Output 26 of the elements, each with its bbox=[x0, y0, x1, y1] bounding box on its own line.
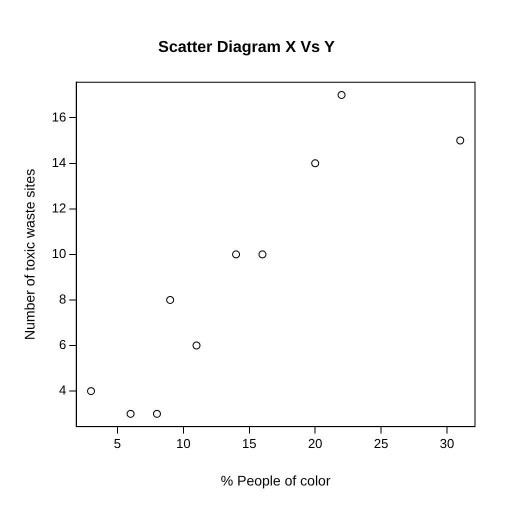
point bbox=[152, 410, 161, 418]
y-tick-label: 4 bbox=[59, 382, 66, 398]
point bbox=[258, 250, 266, 258]
y-tick-label: 14 bbox=[52, 154, 66, 170]
point bbox=[166, 296, 174, 304]
chart-title: Scatter Diagram X Vs Y bbox=[158, 39, 336, 56]
point bbox=[192, 342, 201, 350]
point bbox=[232, 250, 240, 258]
y-tick-label: 16 bbox=[52, 109, 66, 124]
x-tick-label: 5 bbox=[114, 436, 122, 451]
point bbox=[338, 90, 346, 99]
point bbox=[311, 159, 320, 168]
point bbox=[126, 410, 135, 418]
x-tick-label: 25 bbox=[374, 436, 388, 451]
point bbox=[456, 136, 464, 145]
y-axis-title: Number of toxic waste sites bbox=[21, 168, 38, 340]
x-axis-title: % People of color bbox=[220, 472, 331, 488]
x-tick-label: 30 bbox=[440, 436, 454, 451]
x-tick-label: 15 bbox=[242, 436, 256, 451]
x-tick-label: 20 bbox=[308, 436, 322, 451]
y-tick-label: 10 bbox=[52, 246, 66, 261]
y-tick-label: 8 bbox=[59, 292, 66, 307]
point bbox=[87, 387, 96, 396]
y-tick-label: 12 bbox=[52, 200, 66, 216]
x-tick-label: 10 bbox=[176, 436, 191, 451]
y-tick-label: 6 bbox=[59, 337, 66, 352]
